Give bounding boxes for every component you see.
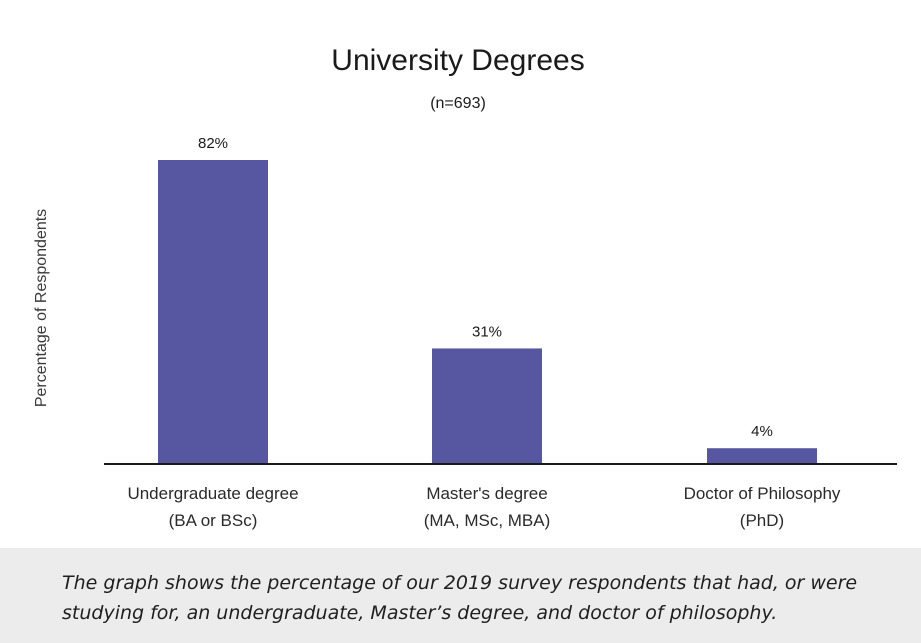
chart-title: University Degrees (331, 44, 584, 77)
x-tick-label-2-line-1: Master's degree (426, 484, 547, 503)
chart-caption: The graph shows the percentage of our 20… (62, 572, 858, 624)
data-label-2: 31% (472, 323, 502, 340)
chart-area: University Degrees (n=693) Percentage of… (33, 44, 897, 530)
x-tick-label-1-line-2: (BA or BSc) (169, 511, 258, 530)
x-tick-label-3-line-1: Doctor of Philosophy (684, 484, 841, 503)
x-tick-label-1-line-1: Undergraduate degree (127, 484, 298, 503)
bar-1 (158, 160, 268, 463)
bars-group (158, 160, 817, 463)
caption-box: The graph shows the percentage of our 20… (0, 548, 921, 643)
data-label-1: 82% (198, 135, 228, 152)
chart-subtitle: (n=693) (430, 95, 486, 112)
data-label-3: 4% (751, 423, 773, 440)
y-axis-label: Percentage of Respondents (33, 209, 50, 407)
labels-group: 82% Undergraduate degree (BA or BSc) 31% Mas… (127, 135, 840, 530)
x-tick-label-2-line-2: (MA, MSc, MBA) (424, 511, 551, 530)
bar-2 (432, 348, 542, 463)
bar-3 (707, 448, 817, 463)
x-tick-label-3-line-2: (PhD) (740, 511, 784, 530)
bar-chart: University Degrees (n=693) Percentage of… (33, 44, 897, 530)
